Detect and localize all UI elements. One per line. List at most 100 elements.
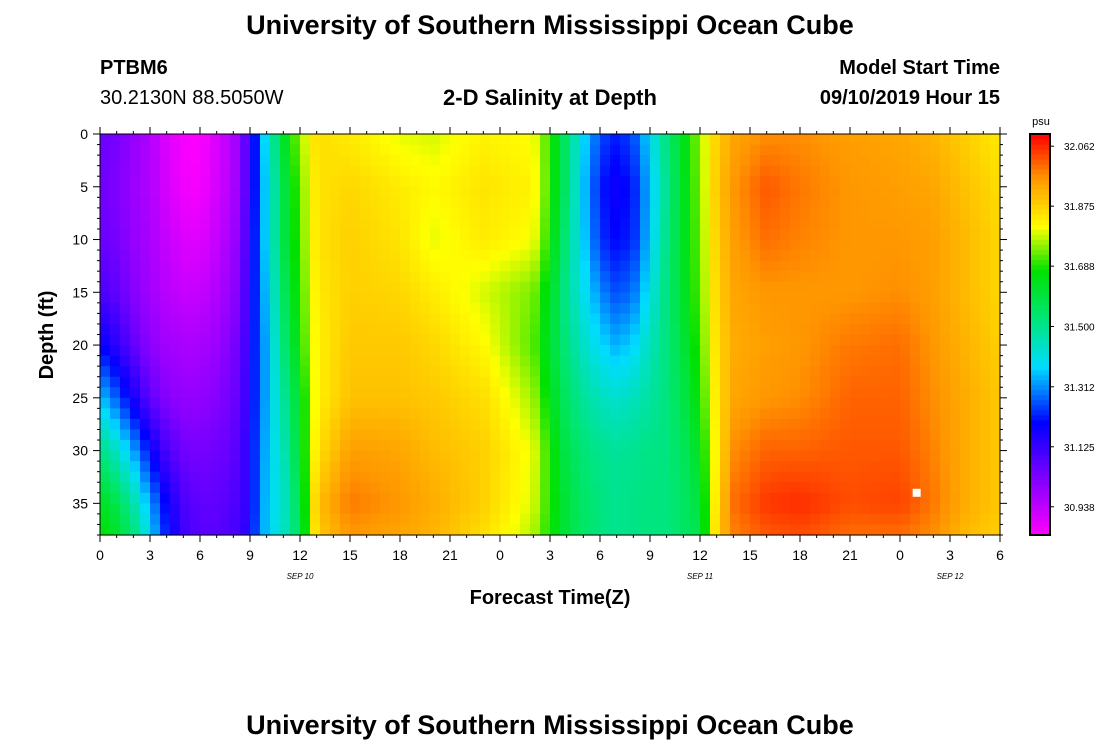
heatmap-cell [500,387,511,399]
heatmap-cell [900,155,911,167]
heatmap-cell [280,461,291,473]
colorbar-swatch [1030,284,1050,290]
heatmap-cell [880,418,891,431]
heatmap-cell [220,355,231,367]
heatmap-cell [360,376,371,388]
heatmap-cell [280,165,291,177]
heatmap-cell [780,461,791,473]
heatmap-cell [630,376,641,388]
heatmap-cell [450,292,461,304]
heatmap-cell [660,397,671,409]
heatmap-cell [560,408,571,420]
heatmap-cell [510,492,521,504]
heatmap-cell [480,144,491,156]
heatmap-cell [300,207,311,220]
heatmap-cell [440,366,451,378]
heatmap-cell [600,355,611,367]
heatmap-cell [500,281,511,293]
heatmap-cell [880,471,891,483]
heatmap-cell [190,397,201,409]
heatmap-cell [410,313,421,325]
heatmap-cell [270,492,281,504]
heatmap-cell [410,429,421,441]
plot-title: 2-D Salinity at Depth [443,85,657,110]
heatmap-cell [540,165,551,177]
heatmap-cell [270,408,281,420]
colorbar-swatch [1030,189,1050,195]
heatmap-cell [650,450,661,462]
heatmap-cell [640,155,651,167]
heatmap-cell [560,313,571,325]
heatmap-cell [540,418,551,431]
heatmap-cell [970,197,981,209]
heatmap-cell [130,155,141,167]
heatmap-cell [440,260,451,272]
heatmap-cell [540,524,551,536]
heatmap-cell [430,429,441,441]
heatmap-cell [880,207,891,220]
heatmap-cell [330,281,341,293]
heatmap-cell [840,513,851,526]
heatmap-cell [120,228,131,241]
heatmap-cell [710,218,721,230]
heatmap-cell [960,260,971,272]
heatmap-cell [530,492,541,504]
heatmap-cell [340,218,351,230]
heatmap-cell [830,440,841,452]
heatmap-cell [400,482,411,494]
heatmap-cell [440,387,451,399]
heatmap-cell [510,387,521,399]
heatmap-cell [140,144,151,156]
heatmap-cell [490,397,501,409]
heatmap-cell [670,429,681,441]
heatmap-cell [300,197,311,209]
heatmap-cell [950,228,961,241]
colorbar-swatch [1030,459,1050,466]
heatmap-cell [160,197,171,209]
heatmap-cell [130,440,141,452]
heatmap-cell [290,482,301,494]
heatmap-cell [670,418,681,431]
heatmap-cell [410,503,421,515]
heatmap-cell [860,155,871,167]
heatmap-cell [230,165,241,177]
heatmap-cell [960,366,971,378]
heatmap-cell [790,292,801,304]
heatmap-cell [750,313,761,325]
heatmap-cell [290,239,301,251]
heatmap-cell [570,323,581,336]
heatmap-cell [410,366,421,378]
heatmap-cell [270,440,281,452]
heatmap-cell [620,292,631,304]
heatmap-cell [860,239,871,251]
heatmap-cell [130,144,141,156]
heatmap-cell [550,440,561,452]
heatmap-cell [230,176,241,188]
heatmap-cell [220,503,231,515]
heatmap-cell [590,418,601,431]
heatmap-cell [650,302,661,314]
heatmap-cell [110,334,121,346]
heatmap-cell [360,355,371,367]
heatmap-cell [120,197,131,209]
heatmap-cell [900,186,911,198]
heatmap-cell [580,408,591,420]
heatmap-cell [370,186,381,198]
heatmap-cell [210,418,221,431]
heatmap-cell [220,260,231,272]
heatmap-cell [560,345,571,357]
heatmap-cell [910,197,921,209]
heatmap-cell [710,376,721,388]
heatmap-cell [270,155,281,167]
heatmap-cell [390,292,401,304]
heatmap-cell [960,513,971,526]
heatmap-cell [570,176,581,188]
heatmap-cell [270,144,281,156]
heatmap-cell [680,313,691,325]
heatmap-cell [730,503,741,515]
heatmap-cell [150,186,161,198]
heatmap-cell [520,313,531,325]
heatmap-cell [570,450,581,462]
heatmap-cell [800,271,811,283]
heatmap-cell [560,492,571,504]
